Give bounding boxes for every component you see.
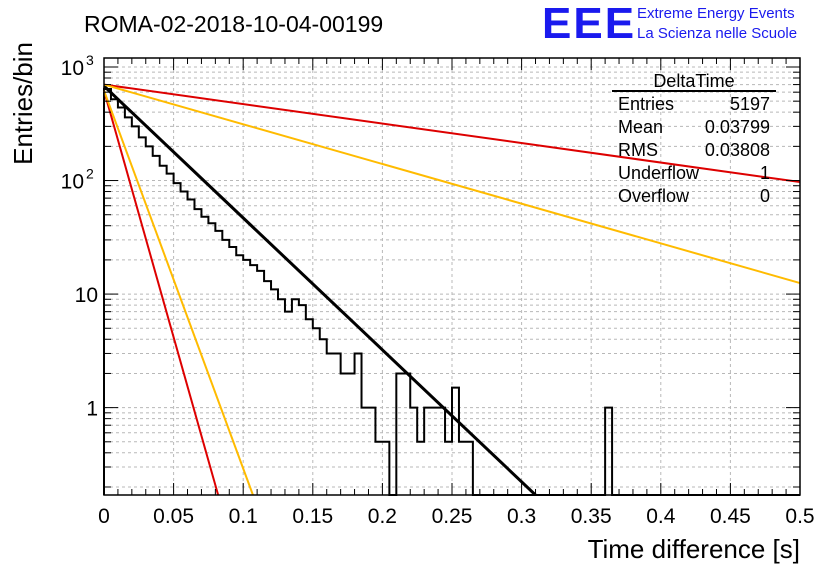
histogram-bin (306, 319, 313, 495)
x-tick-label: 0.15 (292, 505, 333, 528)
chart-title: ROMA-02-2018-10-04-00199 (84, 11, 383, 37)
histogram-bin (243, 260, 250, 495)
histogram-bin (208, 223, 215, 495)
histogram-bin (153, 156, 160, 495)
x-tick-label: 0.5 (785, 505, 814, 528)
stats-row-label: Mean (618, 117, 663, 137)
histogram-bin (181, 192, 188, 495)
stats-row-value: 1 (760, 163, 770, 183)
y-tick-exponent: 3 (86, 52, 94, 68)
orange-shallow-fit (103, 83, 801, 285)
histogram-bin (348, 373, 355, 495)
text-layer: ROMA-02-2018-10-04-00199 Time difference… (8, 0, 815, 564)
histogram-bin (299, 305, 306, 495)
stats-row-value: 0.03808 (705, 140, 770, 160)
histogram-bin (320, 339, 327, 495)
y-axis-label: Entries/bin (8, 42, 38, 165)
histogram-bin (459, 442, 466, 495)
histogram-bin (417, 442, 424, 495)
histogram-bin (424, 408, 431, 495)
stats-box: DeltaTime Entries 5197 Mean 0.03799 RMS 0.038… (612, 71, 776, 206)
histogram-bin (431, 408, 438, 495)
red-shallow-fit (103, 83, 801, 184)
x-tick-label: 0.35 (571, 505, 612, 528)
histogram-bin (382, 442, 389, 495)
stats-row-value: 0 (760, 186, 770, 206)
histogram-bin (452, 388, 459, 495)
histogram-bin (139, 137, 146, 495)
histogram-bin (410, 408, 417, 495)
histogram-bin (215, 231, 222, 495)
logo-line1: Extreme Energy Events (637, 5, 795, 22)
histogram-bin (313, 328, 320, 495)
red-steep-fit (103, 90, 220, 496)
stats-row-label: Entries (618, 94, 674, 114)
histogram-bin (396, 373, 403, 495)
x-tick-label: 0.05 (153, 505, 194, 528)
stats-row-label: Underflow (618, 163, 700, 183)
histogram-bin (188, 200, 195, 495)
histogram-bin (403, 373, 410, 495)
logo-line2: La Scienza nelle Scuole (637, 25, 797, 42)
histogram-bin (257, 271, 264, 495)
histogram-bin (146, 146, 153, 495)
histogram-bin (355, 353, 362, 495)
orange-steep-fit (103, 90, 254, 496)
y-tick-exponent: 2 (86, 166, 94, 182)
x-tick-label: 0.2 (368, 505, 397, 528)
histogram-bin (375, 442, 382, 495)
stats-row-label: Overflow (618, 186, 690, 206)
fit-lines-layer (102, 83, 801, 497)
histogram-bin (222, 240, 229, 495)
y-tick-label: 10 (75, 284, 98, 307)
histogram-bin (229, 247, 236, 495)
x-tick-label: 0 (98, 505, 110, 528)
x-tick-label: 0.1 (229, 505, 258, 528)
histogram-bin (445, 442, 452, 495)
stats-title: DeltaTime (653, 71, 734, 91)
histogram-bin (278, 299, 285, 495)
histogram-bin (334, 353, 341, 495)
stats-row-value: 5197 (730, 94, 770, 114)
stats-row-label: RMS (618, 140, 658, 160)
histogram-bin (264, 281, 271, 495)
x-tick-label: 0.4 (646, 505, 676, 528)
x-tick-label: 0.25 (432, 505, 473, 528)
histogram-bin (605, 408, 612, 495)
histogram-bin (285, 312, 292, 495)
histogram-bin (438, 408, 445, 495)
x-tick-label: 0.45 (710, 505, 751, 528)
x-axis-label: Time difference [s] (588, 534, 800, 564)
black-fit (102, 84, 537, 497)
logo-mark: EEE (542, 0, 636, 48)
histogram-bin (341, 373, 348, 495)
histogram-bin (118, 107, 125, 495)
histogram-bin (327, 353, 334, 495)
histogram-bin (292, 299, 299, 495)
y-tick-label: 10 (61, 171, 84, 194)
histogram-bin (271, 289, 278, 495)
histogram-bin (466, 442, 473, 495)
axes-layer (103, 57, 801, 496)
histogram-bin (368, 408, 375, 495)
histogram-bin (250, 265, 257, 495)
y-tick-label: 10 (61, 57, 84, 80)
stats-row-value: 0.03799 (705, 117, 770, 137)
histogram-bin (362, 408, 369, 495)
x-tick-label: 0.3 (507, 505, 536, 528)
histogram-bin (104, 89, 111, 495)
y-tick-label: 1 (86, 398, 98, 421)
histogram-bin (160, 166, 167, 495)
histogram-bin (111, 99, 118, 495)
